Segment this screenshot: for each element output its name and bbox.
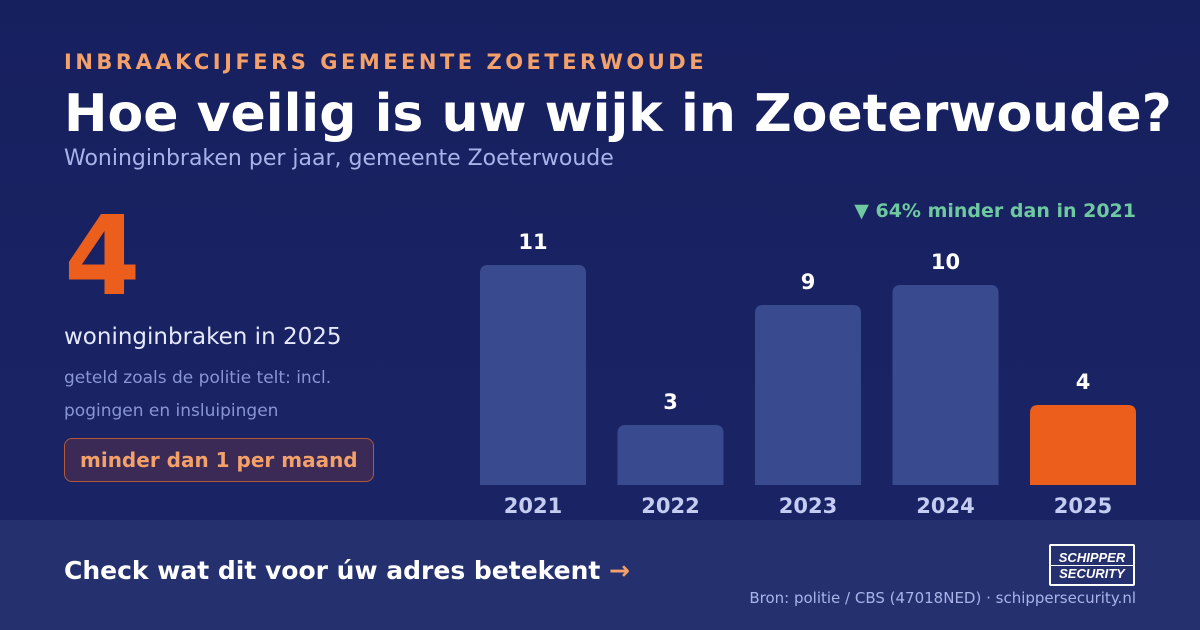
bar-2021 <box>480 265 586 485</box>
eyebrow: INBRAAKCIJFERS GEMEENTE ZOETERWOUDE <box>64 50 708 74</box>
x-tick-label: 2021 <box>504 494 562 518</box>
page-title: Hoe veilig is uw wijk in Zoeterwoude? <box>64 84 1172 144</box>
footer-bar <box>0 520 1200 630</box>
x-tick-label: 2022 <box>641 494 699 518</box>
x-tick-label: 2025 <box>1054 494 1112 518</box>
bar-2025 <box>1030 405 1136 485</box>
highlight-number: 4 <box>64 192 141 320</box>
source-note: Bron: politie / CBS (47018NED) · schippe… <box>749 589 1136 607</box>
arrow-right-icon: → <box>609 556 630 585</box>
bar-2023 <box>755 305 861 485</box>
change-indicator: ▼ 64% minder dan in 2021 <box>854 200 1136 222</box>
bar-value-label: 3 <box>663 390 678 414</box>
page-subtitle: Woninginbraken per jaar, gemeente Zoeter… <box>64 146 614 171</box>
bar-value-label: 9 <box>801 270 816 294</box>
cta-link[interactable]: Check wat dit voor úw adres betekent → <box>64 556 630 585</box>
highlight-note: geteld zoals de politie telt: incl. pogi… <box>64 368 332 421</box>
bar-2024 <box>892 285 999 485</box>
monthly-rate-label: minder dan 1 per maand <box>80 448 358 472</box>
bar-value-label: 10 <box>931 250 960 274</box>
cta-label: Check wat dit voor úw adres betekent <box>64 556 601 585</box>
monthly-rate-badge: minder dan 1 per maand <box>64 438 374 482</box>
highlight-caption: woninginbraken in 2025 <box>64 324 342 350</box>
bar-value-label: 4 <box>1076 370 1091 394</box>
bar-value-label: 11 <box>518 230 547 254</box>
x-tick-label: 2024 <box>916 494 974 518</box>
logo-text-bottom: SECURITY <box>1051 564 1133 581</box>
logo-text-top: SCHIPPER <box>1058 549 1126 565</box>
bar-2022 <box>617 425 724 485</box>
brand-logo: SCHIPPER SECURITY <box>1049 544 1135 586</box>
x-tick-label: 2023 <box>779 494 837 518</box>
